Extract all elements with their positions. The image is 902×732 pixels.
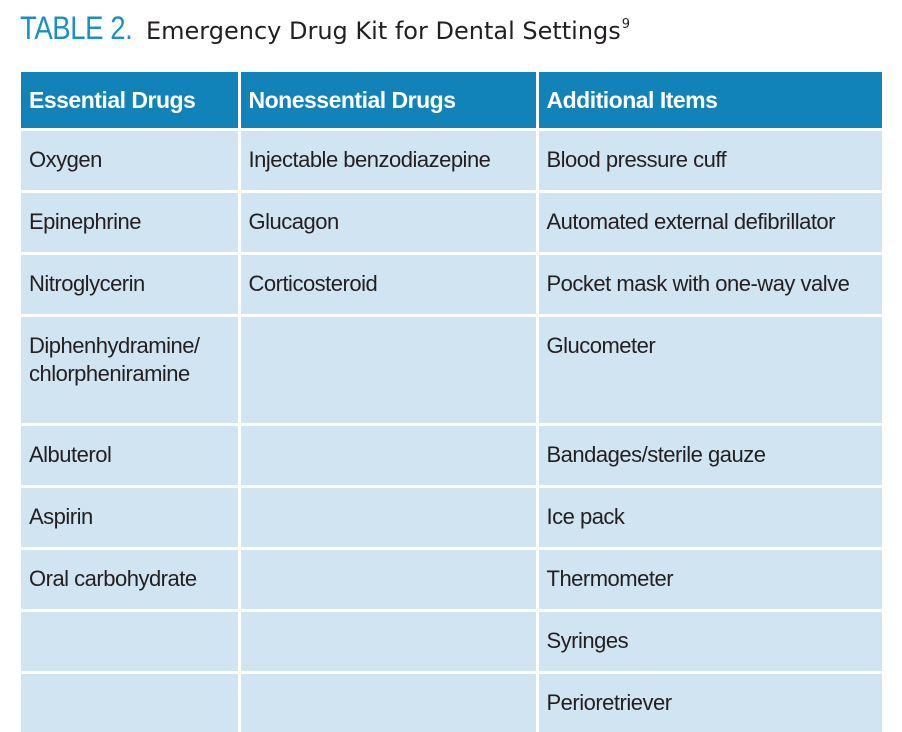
additional-item-cell: Ice pack bbox=[537, 487, 882, 549]
table-row: Perioretriever bbox=[21, 673, 882, 732]
nonessential-drug-cell bbox=[239, 611, 537, 673]
table-row: Oral carbohydrate Thermometer bbox=[21, 549, 882, 611]
nonessential-drug-cell: Corticosteroid bbox=[239, 254, 537, 316]
cell-text: Perioretriever bbox=[547, 690, 672, 715]
cell-text: Aspirin bbox=[29, 504, 93, 529]
cell-text: Automated external defibrillator bbox=[547, 209, 836, 234]
additional-item-cell: Pocket mask with one-way valve bbox=[537, 254, 882, 316]
header-essential-drugs: Essential Drugs bbox=[21, 72, 239, 130]
table-row: Diphenhydramine/ chlorpheniramine Glucom… bbox=[21, 316, 882, 425]
cell-text: Bandages/sterile gauze bbox=[547, 442, 766, 467]
nonessential-drug-cell bbox=[239, 487, 537, 549]
header-nonessential-drugs: Nonessential Drugs bbox=[239, 72, 537, 130]
cell-text: Glucometer bbox=[547, 333, 656, 358]
cell-text: Syringes bbox=[547, 628, 629, 653]
additional-item-cell: Blood pressure cuff bbox=[537, 130, 882, 192]
nonessential-drug-cell bbox=[239, 316, 537, 425]
cell-text: Pocket mask with one-way valve bbox=[547, 271, 850, 296]
cell-text: Ice pack bbox=[547, 504, 625, 529]
emergency-drug-kit-table: Essential Drugs Nonessential Drugs Addit… bbox=[21, 72, 882, 732]
nonessential-drug-cell bbox=[239, 549, 537, 611]
cell-text: Nitroglycerin bbox=[29, 271, 145, 296]
table-number-label: TABLE 2. bbox=[20, 10, 121, 47]
nonessential-drug-cell bbox=[239, 673, 537, 732]
essential-drug-cell: Oxygen bbox=[21, 130, 239, 192]
table-row: Albuterol Bandages/sterile gauze bbox=[21, 425, 882, 487]
essential-drug-cell: Albuterol bbox=[21, 425, 239, 487]
table-title: TABLE 2. Emergency Drug Kit for Dental S… bbox=[20, 10, 630, 54]
essential-drug-cell bbox=[21, 611, 239, 673]
essential-drug-cell bbox=[21, 673, 239, 732]
cell-text: Diphenhydramine/ chlorpheniramine bbox=[29, 333, 200, 386]
cell-text: Blood pressure cuff bbox=[547, 147, 727, 172]
cell-text: Albuterol bbox=[29, 442, 111, 467]
cell-text: Thermometer bbox=[547, 566, 674, 591]
additional-item-cell: Bandages/sterile gauze bbox=[537, 425, 882, 487]
nonessential-drug-cell: Injectable benzodiazepine bbox=[239, 130, 537, 192]
cell-text: Oral carbohydrate bbox=[29, 566, 197, 591]
additional-item-cell: Glucometer bbox=[537, 316, 882, 425]
table-row: Syringes bbox=[21, 611, 882, 673]
essential-drug-cell: Nitroglycerin bbox=[21, 254, 239, 316]
cell-text: Corticosteroid bbox=[249, 271, 378, 296]
essential-drug-cell: Aspirin bbox=[21, 487, 239, 549]
additional-item-cell: Automated external defibrillator bbox=[537, 192, 882, 254]
nonessential-drug-cell: Glucagon bbox=[239, 192, 537, 254]
reference-superscript: 9 bbox=[622, 17, 630, 32]
cell-text: Epinephrine bbox=[29, 209, 141, 234]
essential-drug-cell: Oral carbohydrate bbox=[21, 549, 239, 611]
table-row: Nitroglycerin Corticosteroid Pocket mask… bbox=[21, 254, 882, 316]
additional-item-cell: Syringes bbox=[537, 611, 882, 673]
table-header-row: Essential Drugs Nonessential Drugs Addit… bbox=[21, 72, 882, 130]
header-additional-items: Additional Items bbox=[537, 72, 882, 130]
table-row: Oxygen Injectable benzodiazepine Blood p… bbox=[21, 130, 882, 192]
cell-text: Injectable benzodiazepine bbox=[249, 147, 491, 172]
table-row: Aspirin Ice pack bbox=[21, 487, 882, 549]
nonessential-drug-cell bbox=[239, 425, 537, 487]
table-row: Epinephrine Glucagon Automated external … bbox=[21, 192, 882, 254]
cell-text: Oxygen bbox=[29, 147, 102, 172]
table-title-text: Emergency Drug Kit for Dental Settings bbox=[146, 17, 621, 45]
cell-text: Glucagon bbox=[249, 209, 339, 234]
essential-drug-cell: Diphenhydramine/ chlorpheniramine bbox=[21, 316, 239, 425]
additional-item-cell: Thermometer bbox=[537, 549, 882, 611]
additional-item-cell: Perioretriever bbox=[537, 673, 882, 732]
essential-drug-cell: Epinephrine bbox=[21, 192, 239, 254]
